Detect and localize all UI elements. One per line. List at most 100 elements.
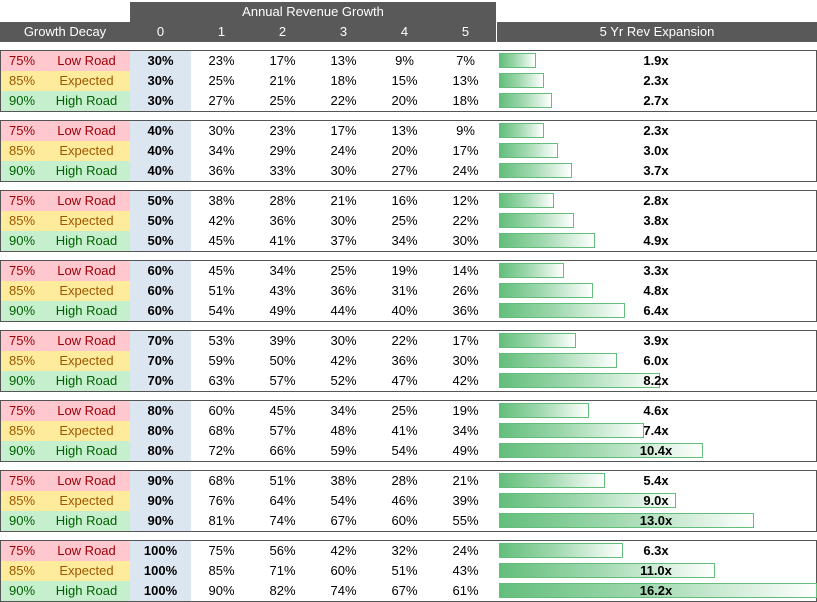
expansion-cell[interactable]: 2.7x	[497, 91, 816, 111]
growth-cell-year-1[interactable]: 60%	[208, 403, 235, 418]
growth-cell-year-2[interactable]: 66%	[269, 443, 296, 458]
scenario-cell[interactable]: Low Road	[43, 541, 130, 561]
scenario-cell[interactable]: Expected	[43, 351, 130, 371]
growth-decay-header[interactable]: Growth Decay	[0, 22, 130, 42]
growth-cell-year-0[interactable]: 60%	[130, 261, 191, 281]
growth-cell-year-2[interactable]: 64%	[269, 493, 296, 508]
growth-cell-year-5[interactable]: 19%	[452, 403, 479, 418]
growth-cell-year-0[interactable]: 70%	[130, 331, 191, 351]
expansion-cell[interactable]: 3.7x	[497, 161, 816, 181]
expansion-cell[interactable]: 3.8x	[497, 211, 816, 231]
decay-cell[interactable]: 85%	[1, 421, 43, 441]
growth-cell-year-2[interactable]: 71%	[269, 563, 296, 578]
growth-cell-year-2[interactable]: 82%	[269, 583, 296, 598]
growth-cell-year-0[interactable]: 40%	[130, 141, 191, 161]
growth-cell-year-3[interactable]: 37%	[330, 233, 357, 248]
growth-cell-year-4[interactable]: 51%	[391, 563, 418, 578]
growth-cell-year-3[interactable]: 38%	[330, 473, 357, 488]
growth-cell-year-5[interactable]: 36%	[452, 303, 479, 318]
growth-cell-year-4[interactable]: 34%	[391, 233, 418, 248]
expansion-cell[interactable]: 9.0x	[497, 491, 816, 511]
decay-cell[interactable]: 90%	[1, 231, 43, 251]
expansion-cell[interactable]: 13.0x	[497, 511, 816, 531]
decay-cell[interactable]: 85%	[1, 71, 43, 91]
growth-cell-year-4[interactable]: 46%	[391, 493, 418, 508]
expansion-cell[interactable]: 2.8x	[497, 191, 816, 211]
annual-revenue-growth-header[interactable]: Annual Revenue Growth	[130, 2, 496, 22]
growth-cell-year-4[interactable]: 67%	[391, 583, 418, 598]
growth-cell-year-0[interactable]: 70%	[130, 351, 191, 371]
growth-cell-year-1[interactable]: 53%	[208, 333, 235, 348]
growth-cell-year-4[interactable]: 25%	[391, 403, 418, 418]
growth-cell-year-1[interactable]: 25%	[208, 73, 235, 88]
growth-cell-year-3[interactable]: 34%	[330, 403, 357, 418]
growth-cell-year-5[interactable]: 13%	[452, 73, 479, 88]
growth-cell-year-3[interactable]: 21%	[330, 193, 357, 208]
growth-cell-year-2[interactable]: 25%	[269, 93, 296, 108]
growth-cell-year-0[interactable]: 50%	[130, 191, 191, 211]
growth-cell-year-5[interactable]: 30%	[452, 353, 479, 368]
growth-cell-year-2[interactable]: 51%	[269, 473, 296, 488]
growth-cell-year-4[interactable]: 27%	[391, 163, 418, 178]
growth-cell-year-3[interactable]: 42%	[330, 543, 357, 558]
decay-cell[interactable]: 85%	[1, 561, 43, 581]
expansion-cell[interactable]: 3.3x	[497, 261, 816, 281]
growth-cell-year-2[interactable]: 43%	[269, 283, 296, 298]
growth-cell-year-0[interactable]: 40%	[130, 121, 191, 141]
growth-cell-year-5[interactable]: 24%	[452, 543, 479, 558]
growth-cell-year-0[interactable]: 100%	[130, 581, 191, 601]
decay-cell[interactable]: 85%	[1, 351, 43, 371]
decay-cell[interactable]: 75%	[1, 471, 43, 491]
growth-cell-year-0[interactable]: 90%	[130, 491, 191, 511]
decay-cell[interactable]: 90%	[1, 581, 43, 601]
expansion-header[interactable]: 5 Yr Rev Expansion	[497, 22, 817, 42]
growth-cell-year-3[interactable]: 13%	[330, 53, 357, 68]
growth-cell-year-4[interactable]: 20%	[391, 143, 418, 158]
scenario-cell[interactable]: High Road	[43, 91, 130, 111]
growth-cell-year-2[interactable]: 39%	[269, 333, 296, 348]
expansion-cell[interactable]: 2.3x	[497, 121, 816, 141]
growth-cell-year-1[interactable]: 54%	[208, 303, 235, 318]
growth-cell-year-2[interactable]: 41%	[269, 233, 296, 248]
growth-cell-year-2[interactable]: 49%	[269, 303, 296, 318]
growth-cell-year-4[interactable]: 60%	[391, 513, 418, 528]
year-header-4[interactable]: 4	[374, 22, 435, 42]
growth-cell-year-5[interactable]: 12%	[452, 193, 479, 208]
growth-cell-year-2[interactable]: 29%	[269, 143, 296, 158]
scenario-cell[interactable]: Expected	[43, 71, 130, 91]
growth-cell-year-4[interactable]: 16%	[391, 193, 418, 208]
growth-cell-year-5[interactable]: 7%	[456, 53, 475, 68]
growth-cell-year-2[interactable]: 36%	[269, 213, 296, 228]
scenario-cell[interactable]: Low Road	[43, 261, 130, 281]
growth-cell-year-3[interactable]: 42%	[330, 353, 357, 368]
scenario-cell[interactable]: Low Road	[43, 331, 130, 351]
growth-cell-year-2[interactable]: 50%	[269, 353, 296, 368]
growth-cell-year-1[interactable]: 75%	[208, 543, 235, 558]
growth-cell-year-1[interactable]: 68%	[208, 473, 235, 488]
growth-cell-year-3[interactable]: 74%	[330, 583, 357, 598]
growth-cell-year-4[interactable]: 22%	[391, 333, 418, 348]
growth-cell-year-2[interactable]: 56%	[269, 543, 296, 558]
growth-cell-year-0[interactable]: 70%	[130, 371, 191, 391]
scenario-cell[interactable]: High Road	[43, 161, 130, 181]
growth-cell-year-2[interactable]: 17%	[269, 53, 296, 68]
growth-cell-year-3[interactable]: 54%	[330, 493, 357, 508]
growth-cell-year-2[interactable]: 33%	[269, 163, 296, 178]
growth-cell-year-5[interactable]: 17%	[452, 143, 479, 158]
scenario-cell[interactable]: Expected	[43, 141, 130, 161]
decay-cell[interactable]: 75%	[1, 51, 43, 71]
decay-cell[interactable]: 90%	[1, 511, 43, 531]
growth-cell-year-5[interactable]: 34%	[452, 423, 479, 438]
year-header-2[interactable]: 2	[252, 22, 313, 42]
growth-cell-year-0[interactable]: 40%	[130, 161, 191, 181]
growth-cell-year-3[interactable]: 52%	[330, 373, 357, 388]
scenario-cell[interactable]: Expected	[43, 211, 130, 231]
decay-cell[interactable]: 90%	[1, 161, 43, 181]
growth-cell-year-1[interactable]: 63%	[208, 373, 235, 388]
scenario-cell[interactable]: High Road	[43, 441, 130, 461]
growth-cell-year-0[interactable]: 100%	[130, 561, 191, 581]
scenario-cell[interactable]: Expected	[43, 281, 130, 301]
growth-cell-year-4[interactable]: 15%	[391, 73, 418, 88]
growth-cell-year-3[interactable]: 30%	[330, 333, 357, 348]
growth-cell-year-4[interactable]: 20%	[391, 93, 418, 108]
